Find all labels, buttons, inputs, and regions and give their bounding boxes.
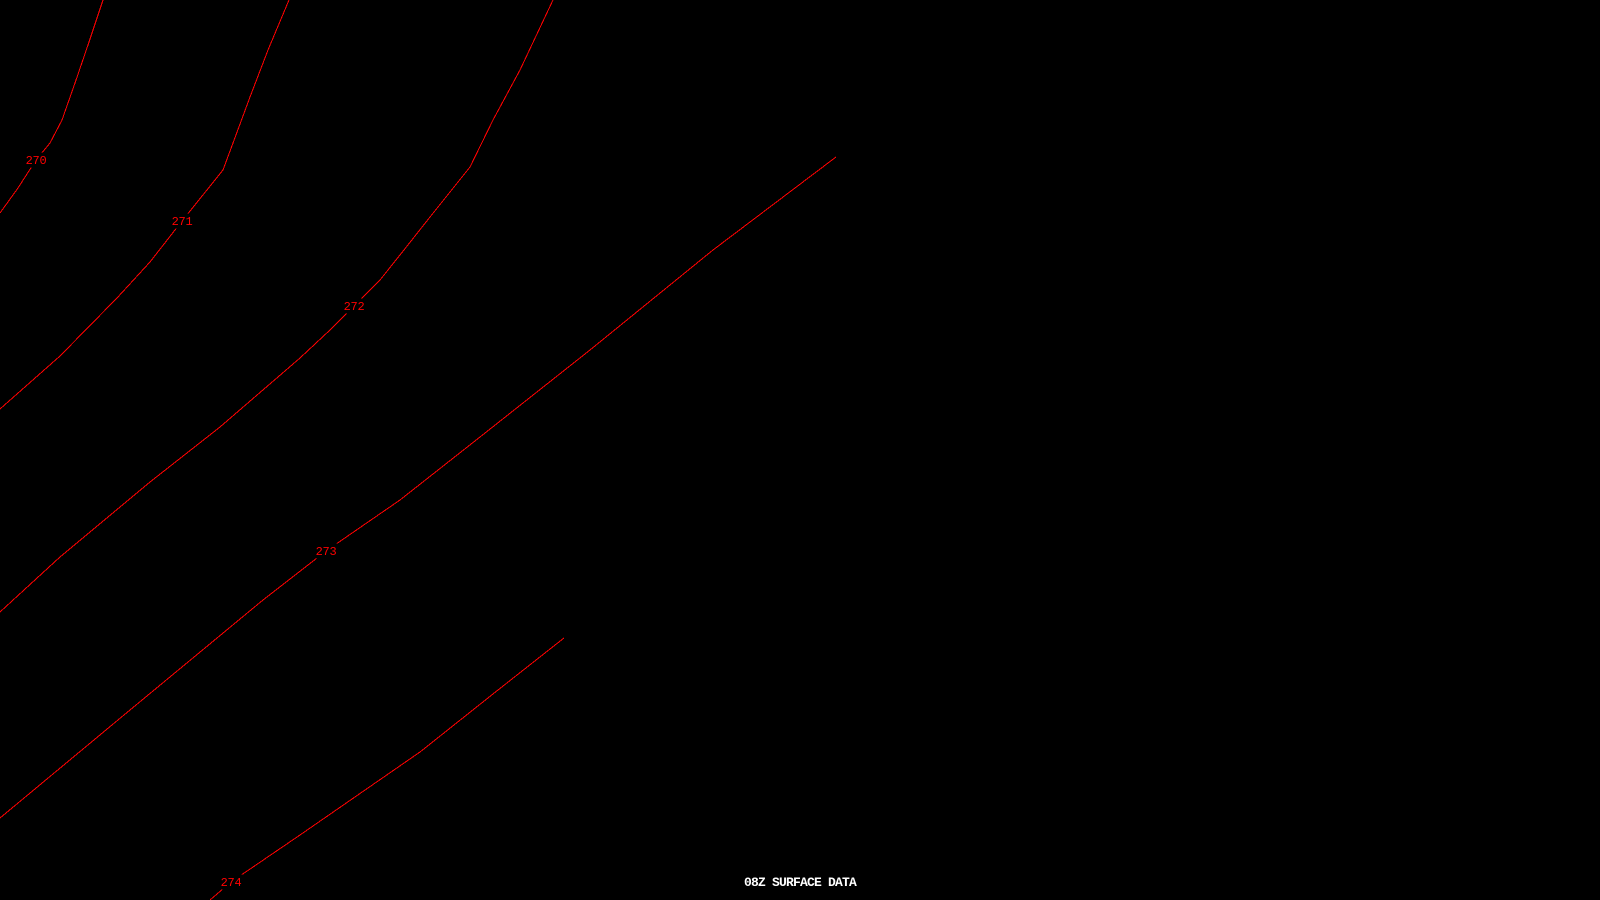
contour-label-274: 274 <box>221 876 242 890</box>
contour-label-270: 270 <box>26 154 47 168</box>
contour-label-mask-272 <box>339 298 369 314</box>
contour-line-274 <box>209 637 565 900</box>
contour-label-mask-270 <box>21 152 51 168</box>
contour-line-273 <box>0 156 837 819</box>
contour-label-272: 272 <box>344 300 365 314</box>
contour-label-mask-274 <box>216 874 246 890</box>
contour-label-mask-273 <box>311 543 341 559</box>
contour-line-271 <box>0 0 290 410</box>
contour-line-270 <box>0 0 104 214</box>
contour-label-271: 271 <box>172 215 193 229</box>
contour-line-272 <box>0 0 554 613</box>
contour-label-mask-271 <box>167 213 197 229</box>
contour-label-273: 273 <box>316 545 337 559</box>
chart-title: 08Z SURFACE DATA <box>743 875 857 890</box>
